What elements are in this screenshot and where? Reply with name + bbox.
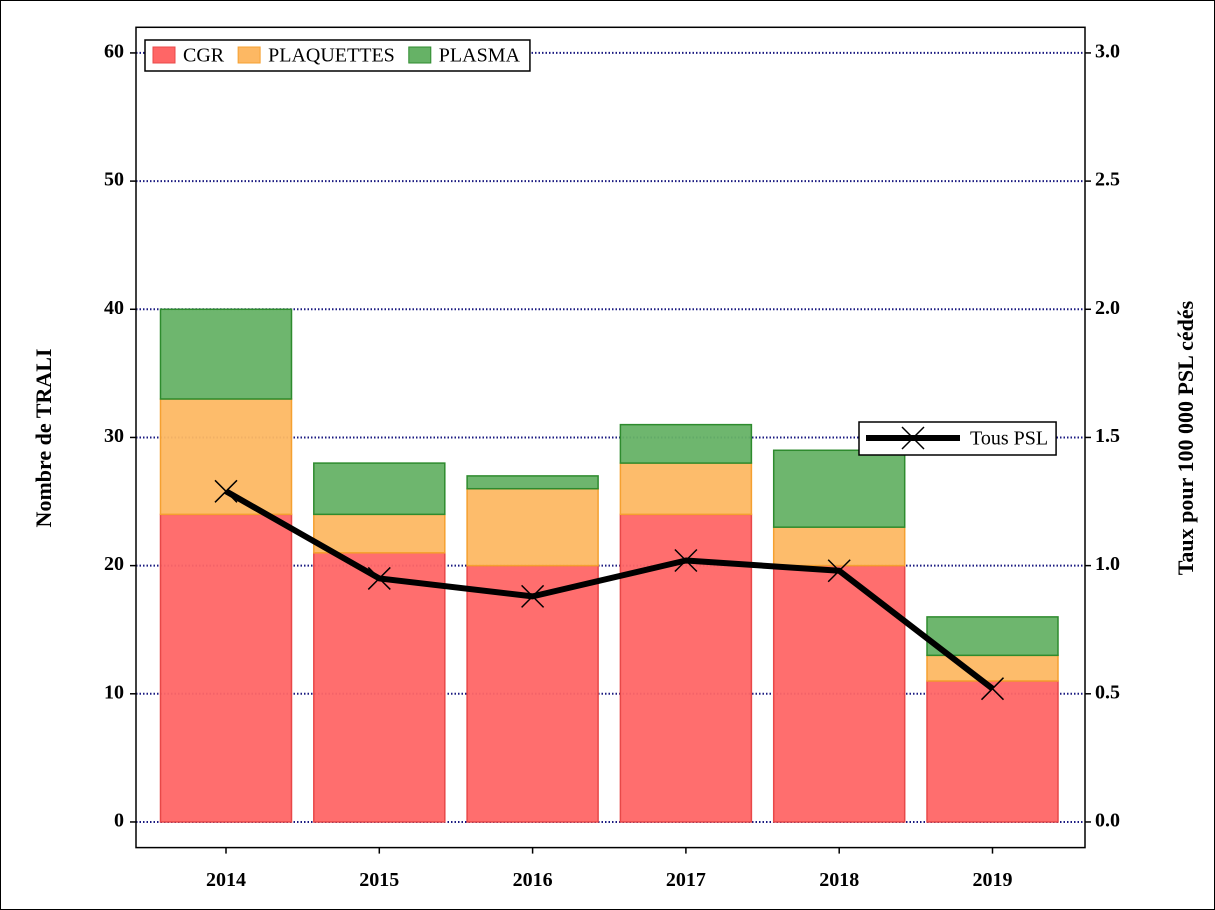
line-series xyxy=(224,488,995,692)
legend-swatch xyxy=(408,46,432,64)
bar-segment xyxy=(466,564,599,823)
y2-tick-label: 1.5 xyxy=(1095,425,1120,447)
x-tick-label: 2014 xyxy=(206,869,246,891)
line-marker xyxy=(367,566,391,590)
line-marker xyxy=(521,584,545,608)
y2-tick-label: 1.0 xyxy=(1095,553,1120,575)
x-tick-label: 2019 xyxy=(973,869,1013,891)
bar-segment xyxy=(313,513,446,554)
y2-tick-label: 0.5 xyxy=(1095,681,1120,703)
y-tick-label: 20 xyxy=(104,553,124,575)
bar-segment xyxy=(926,616,1059,657)
line-marker xyxy=(901,426,925,450)
bar-segment xyxy=(159,398,293,516)
legend: CGR PLAQUETTES PLASMA xyxy=(144,39,531,72)
bar-segment xyxy=(772,564,906,823)
y2-tick-label: 3.0 xyxy=(1095,41,1120,63)
legend-swatch xyxy=(237,46,261,64)
bar-segment xyxy=(159,513,293,823)
y-axis-label: Nombre de TRALI xyxy=(31,349,56,528)
line-legend: Tous PSL xyxy=(858,421,1057,456)
y-tick-label: 0 xyxy=(114,810,124,832)
y2-axis-label: Taux pour 100 000 PSL cédés xyxy=(1173,300,1198,575)
bar-segment xyxy=(619,462,753,516)
line-marker xyxy=(980,677,1005,701)
bar-segment xyxy=(313,552,446,823)
x-tick-label: 2017 xyxy=(666,869,706,891)
bar-segment xyxy=(772,526,906,567)
bar-segment xyxy=(313,462,446,516)
bar-segment xyxy=(159,308,293,400)
x-tick-label: 2015 xyxy=(359,869,399,891)
y2-tick-label: 0.0 xyxy=(1095,810,1120,832)
line-marker xyxy=(827,559,851,583)
legend-box xyxy=(144,39,531,72)
bar-segment xyxy=(926,654,1059,682)
line-marker xyxy=(674,548,698,573)
legend-label: PLAQUETTES xyxy=(268,45,395,67)
bar-segment xyxy=(466,475,599,490)
legend-label: Tous PSL xyxy=(970,428,1048,450)
bar-segment xyxy=(466,487,599,567)
legend-swatch xyxy=(152,46,176,64)
y-tick-label: 30 xyxy=(104,425,124,447)
y-tick-label: 60 xyxy=(104,41,124,63)
x-tick-label: 2018 xyxy=(819,869,859,891)
bar-segment xyxy=(926,680,1059,823)
y-tick-label: 50 xyxy=(104,169,124,191)
line-marker xyxy=(214,479,238,503)
y-tick-label: 10 xyxy=(104,681,124,703)
x-tick-label: 2016 xyxy=(513,869,553,891)
bar-segment xyxy=(619,423,753,464)
y-tick-label: 40 xyxy=(104,297,124,319)
plot-frame xyxy=(135,26,1086,849)
legend-label: CGR xyxy=(183,45,225,67)
y2-tick-label: 2.0 xyxy=(1095,297,1120,319)
y2-tick-label: 2.5 xyxy=(1095,169,1120,191)
bar-segment xyxy=(772,449,906,528)
legend-label: PLASMA xyxy=(439,45,521,67)
